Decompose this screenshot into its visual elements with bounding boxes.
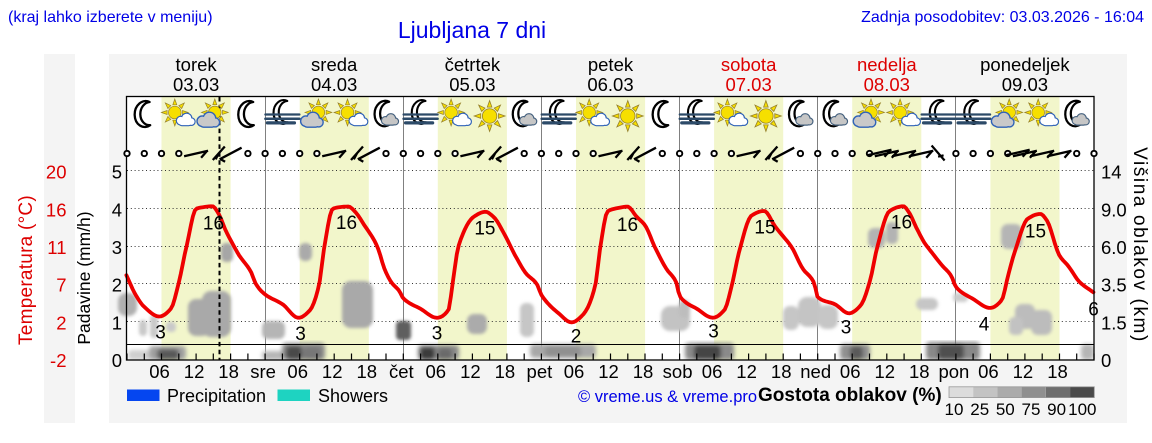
- svg-text:08.03: 08.03: [864, 74, 910, 95]
- svg-text:3: 3: [432, 324, 443, 345]
- svg-text:05.03: 05.03: [449, 74, 495, 95]
- svg-text:2: 2: [56, 312, 66, 333]
- svg-text:Zadnja posodobitev: 03.03.2026: Zadnja posodobitev: 03.03.2026 - 16:04: [861, 9, 1144, 26]
- svg-text:18: 18: [633, 361, 654, 382]
- svg-text:4: 4: [979, 315, 990, 336]
- svg-text:16: 16: [617, 215, 638, 236]
- svg-text:12: 12: [875, 361, 896, 382]
- svg-text:03.03: 03.03: [173, 74, 219, 95]
- svg-text:petek: petek: [588, 54, 634, 75]
- svg-text:5: 5: [112, 162, 122, 183]
- svg-text:04.03: 04.03: [311, 74, 357, 95]
- svg-text:Showers: Showers: [318, 386, 388, 406]
- svg-text:7: 7: [56, 275, 66, 296]
- svg-text:06: 06: [702, 361, 723, 382]
- svg-text:3: 3: [841, 318, 852, 339]
- svg-text:0: 0: [112, 350, 122, 371]
- svg-text:sob: sob: [663, 361, 693, 382]
- svg-text:2: 2: [571, 327, 582, 348]
- svg-text:18: 18: [495, 361, 516, 382]
- svg-text:06.03: 06.03: [587, 74, 633, 95]
- svg-text:Višina oblakov (km): Višina oblakov (km): [1129, 147, 1150, 343]
- svg-text:© vreme.us & vreme.pro: © vreme.us & vreme.pro: [578, 388, 757, 406]
- svg-text:ponedeljek: ponedeljek: [980, 54, 1070, 75]
- svg-text:ned: ned: [800, 361, 831, 382]
- svg-text:16: 16: [336, 213, 357, 234]
- svg-text:2: 2: [112, 275, 122, 296]
- svg-text:Precipitation: Precipitation: [167, 386, 266, 406]
- svg-text:0: 0: [1101, 350, 1111, 371]
- svg-text:14: 14: [1101, 162, 1122, 183]
- svg-text:18: 18: [1047, 361, 1068, 382]
- svg-text:16: 16: [203, 214, 224, 235]
- svg-text:50: 50: [996, 400, 1015, 419]
- svg-text:75: 75: [1022, 400, 1041, 419]
- svg-text:10: 10: [945, 400, 964, 419]
- svg-text:12: 12: [1013, 361, 1034, 382]
- svg-text:čet: čet: [389, 361, 414, 382]
- svg-text:pon: pon: [938, 361, 969, 382]
- svg-text:-2: -2: [50, 350, 66, 371]
- svg-text:25: 25: [970, 400, 989, 419]
- svg-text:15: 15: [1025, 221, 1046, 242]
- svg-text:6.0: 6.0: [1101, 237, 1127, 258]
- svg-text:06: 06: [978, 361, 999, 382]
- svg-text:12: 12: [460, 361, 481, 382]
- svg-text:(kraj lahko izberete v meniju): (kraj lahko izberete v meniju): [8, 9, 213, 26]
- svg-text:16: 16: [46, 199, 67, 220]
- svg-text:4: 4: [112, 199, 122, 220]
- svg-text:09.03: 09.03: [1002, 74, 1048, 95]
- svg-text:06: 06: [287, 361, 308, 382]
- svg-text:3: 3: [155, 323, 166, 344]
- svg-text:četrtek: četrtek: [445, 54, 501, 75]
- svg-text:11: 11: [47, 237, 66, 258]
- svg-text:9.0: 9.0: [1101, 199, 1127, 220]
- svg-text:15: 15: [474, 218, 495, 239]
- svg-text:12: 12: [322, 361, 343, 382]
- svg-text:3: 3: [708, 322, 719, 343]
- svg-text:06: 06: [840, 361, 861, 382]
- svg-text:12: 12: [736, 361, 757, 382]
- svg-text:06: 06: [426, 361, 447, 382]
- svg-text:12: 12: [598, 361, 619, 382]
- svg-text:sreda: sreda: [311, 54, 358, 75]
- svg-text:3: 3: [112, 237, 122, 258]
- svg-text:16: 16: [891, 213, 912, 234]
- svg-text:sobota: sobota: [721, 54, 777, 75]
- svg-text:07.03: 07.03: [725, 74, 771, 95]
- svg-text:18: 18: [771, 361, 792, 382]
- svg-text:6: 6: [1088, 300, 1099, 321]
- svg-text:3: 3: [295, 324, 306, 345]
- svg-text:pet: pet: [527, 361, 553, 382]
- svg-text:06: 06: [149, 361, 170, 382]
- svg-text:3.5: 3.5: [1101, 275, 1127, 296]
- svg-text:06: 06: [564, 361, 585, 382]
- svg-text:90: 90: [1047, 400, 1066, 419]
- svg-text:Gostota oblakov (%): Gostota oblakov (%): [758, 385, 942, 406]
- svg-text:12: 12: [184, 361, 205, 382]
- svg-text:15: 15: [754, 217, 775, 238]
- svg-text:18: 18: [909, 361, 930, 382]
- svg-text:Ljubljana 7 dni: Ljubljana 7 dni: [398, 17, 546, 43]
- svg-text:sre: sre: [250, 361, 276, 382]
- svg-text:nedelja: nedelja: [857, 54, 917, 75]
- svg-text:1: 1: [112, 312, 122, 333]
- svg-text:100: 100: [1068, 400, 1096, 419]
- svg-text:1.5: 1.5: [1101, 312, 1127, 333]
- svg-text:18: 18: [357, 361, 378, 382]
- svg-text:Temperatura (°C): Temperatura (°C): [16, 195, 37, 345]
- svg-text:Padavine (mm/h): Padavine (mm/h): [74, 211, 94, 344]
- svg-text:torek: torek: [176, 54, 218, 75]
- svg-text:20: 20: [46, 162, 67, 183]
- svg-text:18: 18: [218, 361, 239, 382]
